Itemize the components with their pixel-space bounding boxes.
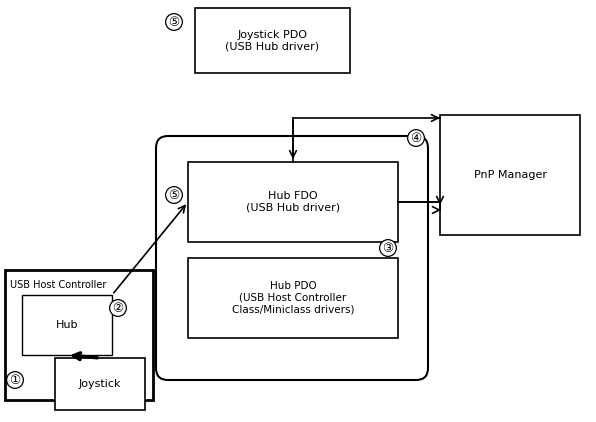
FancyBboxPatch shape <box>156 136 428 380</box>
Bar <box>195 8 350 73</box>
Text: ⑤: ⑤ <box>169 16 179 29</box>
Text: ⑤: ⑤ <box>169 189 179 201</box>
Text: Hub: Hub <box>56 320 78 330</box>
Text: USB Host Controller: USB Host Controller <box>10 280 106 290</box>
Text: Joystick PDO
(USB Hub driver): Joystick PDO (USB Hub driver) <box>225 30 319 51</box>
Bar <box>188 162 398 242</box>
Bar <box>440 115 580 235</box>
Text: ②: ② <box>113 301 123 314</box>
Text: PnP Manager: PnP Manager <box>473 170 547 180</box>
Bar <box>22 295 112 355</box>
Text: Hub FDO
(USB Hub driver): Hub FDO (USB Hub driver) <box>246 191 340 213</box>
Text: ③: ③ <box>383 241 393 254</box>
Bar <box>5 270 153 400</box>
Bar <box>55 358 145 410</box>
Text: Hub PDO
(USB Host Controller
Class/Miniclass drivers): Hub PDO (USB Host Controller Class/Minic… <box>232 281 354 314</box>
Text: ④: ④ <box>411 132 421 144</box>
Text: Joystick: Joystick <box>79 379 121 389</box>
Text: ①: ① <box>10 373 21 387</box>
Bar <box>188 258 398 338</box>
